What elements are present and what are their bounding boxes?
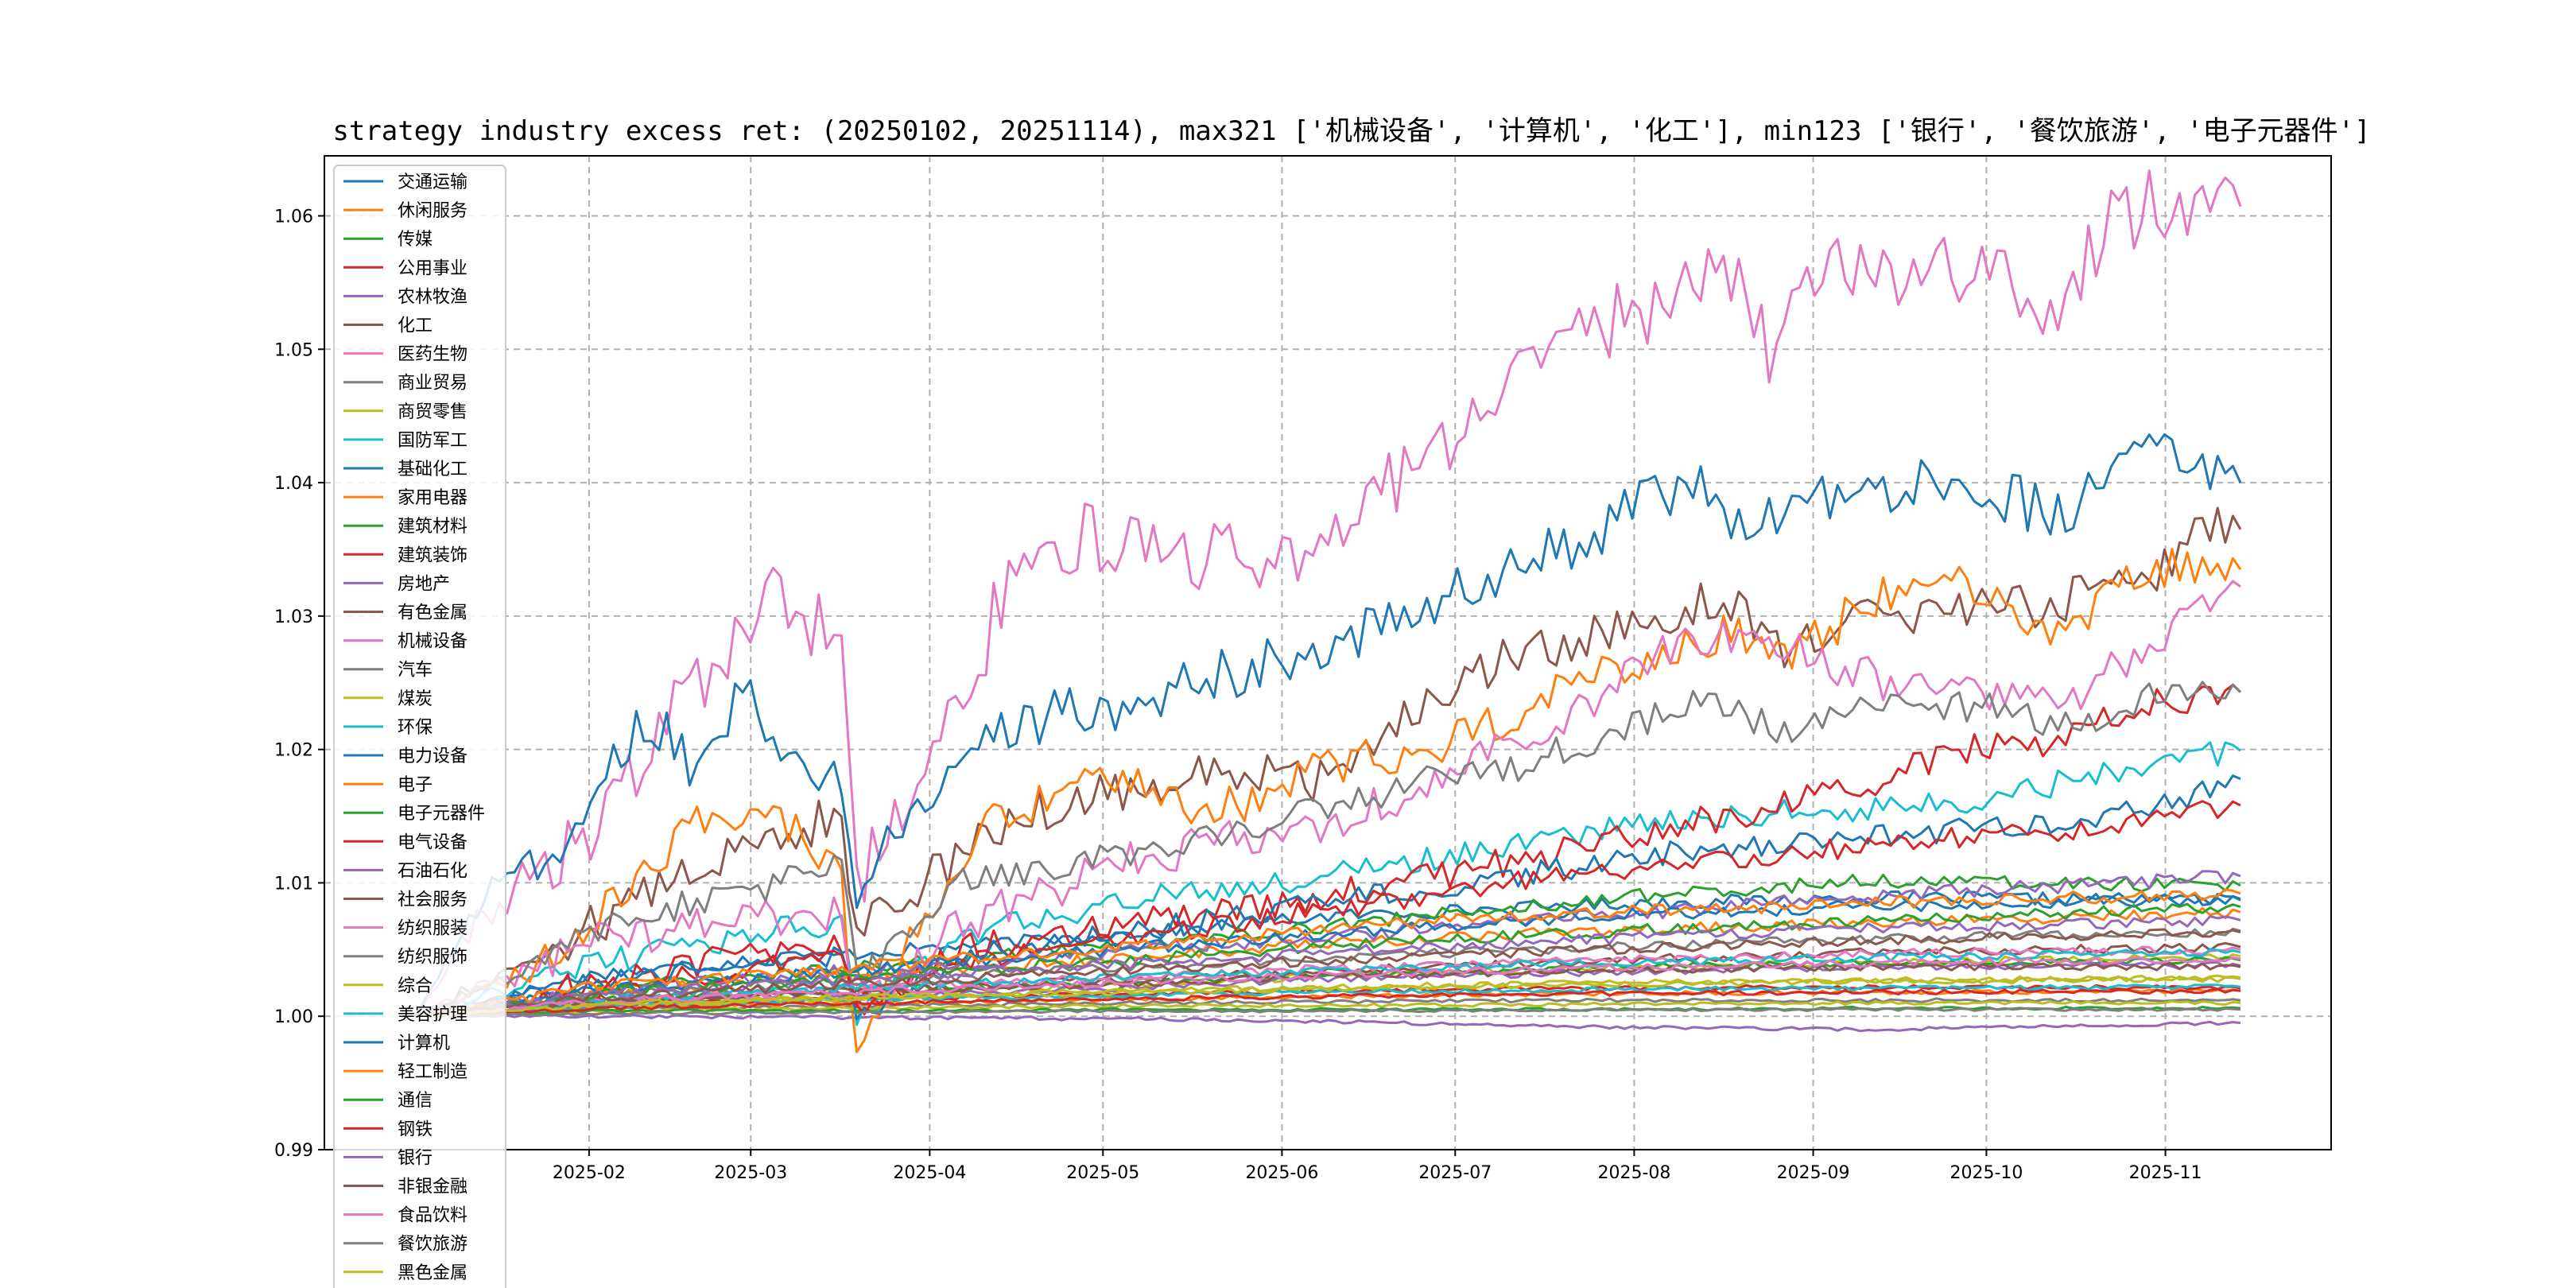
x-tick-label: 2025-10 — [1949, 1163, 2023, 1183]
series-line — [415, 987, 2241, 1018]
legend-label: 家用电器 — [398, 488, 467, 508]
legend-label: 黑色金属 — [398, 1263, 467, 1283]
y-tick-label: 1.04 — [274, 474, 313, 494]
plot-frame — [324, 155, 2332, 1150]
legend-label: 有色金属 — [398, 603, 467, 623]
series-line — [416, 1014, 2241, 1033]
legend-label: 轻工制造 — [398, 1062, 467, 1082]
legend-label: 房地产 — [398, 574, 450, 594]
series-line — [415, 684, 2242, 1018]
series-line — [415, 902, 2241, 1018]
y-tick-label: 1.03 — [274, 607, 313, 627]
legend-label: 计算机 — [398, 1034, 450, 1053]
y-tick-label: 1.00 — [274, 1007, 313, 1027]
legend-label: 医药生物 — [398, 345, 467, 365]
y-tick-label: 1.02 — [274, 741, 313, 761]
series-lines — [414, 169, 2242, 1053]
legend-label: 美容护理 — [398, 1005, 467, 1025]
legend-label: 传媒 — [398, 230, 433, 250]
series-line — [415, 741, 2241, 1026]
legend-label: 非银金融 — [398, 1177, 467, 1197]
legend-label: 银行 — [398, 1148, 433, 1168]
series-line — [415, 548, 2242, 1053]
legend-label: 建筑装饰 — [398, 545, 467, 565]
legend-label: 化工 — [398, 316, 433, 336]
legend-label: 电气设备 — [398, 832, 467, 852]
legend-label: 煤炭 — [398, 689, 433, 709]
legend-box — [333, 165, 506, 1288]
y-tick-label: 1.01 — [274, 874, 313, 894]
series-line — [414, 169, 2242, 1018]
legend-label: 机械设备 — [398, 632, 467, 652]
series-line — [415, 888, 2241, 1018]
legend-label: 电子元器件 — [398, 804, 485, 824]
y-axis: 0.99 1.00 1.01 1.02 1.03 1.04 1.05 1.06 — [274, 208, 324, 1161]
legend-label: 商业贸易 — [398, 374, 467, 394]
x-tick-label: 2025-11 — [2129, 1163, 2202, 1183]
legend: 交通运输休闲服务传媒公用事业农林牧渔化工医药生物商业贸易商贸零售国防军工基础化工… — [333, 165, 506, 1288]
legend-label: 钢铁 — [398, 1119, 433, 1139]
x-tick-label: 2025-06 — [1245, 1163, 1318, 1183]
x-tick-label: 2025-08 — [1597, 1163, 1670, 1183]
series-line — [415, 975, 2241, 1018]
legend-label: 环保 — [398, 718, 433, 738]
legend-label: 电子 — [398, 775, 433, 795]
series-line — [415, 893, 2241, 1018]
legend-label: 餐饮旅游 — [398, 1235, 467, 1255]
series-line — [415, 928, 2241, 1018]
legend-label: 通信 — [398, 1091, 433, 1111]
legend-label: 纺织服装 — [398, 919, 467, 939]
series-line — [415, 1007, 2241, 1018]
series-line — [415, 506, 2242, 1018]
legend-label: 电力设备 — [398, 747, 467, 766]
series-line — [415, 774, 2241, 1021]
legend-label: 纺织服饰 — [398, 948, 467, 968]
x-tick-label: 2025-09 — [1777, 1163, 1850, 1183]
series-line — [415, 681, 2242, 1018]
legend-label: 国防军工 — [398, 431, 467, 451]
series-line — [415, 906, 2241, 1018]
legend-label: 综合 — [398, 976, 433, 996]
legend-label: 建筑材料 — [398, 517, 467, 537]
legend-label: 农林牧渔 — [398, 287, 467, 307]
legend-label: 汽车 — [398, 661, 433, 681]
legend-label: 石油石化 — [398, 861, 467, 881]
x-tick-label: 2025-05 — [1066, 1163, 1139, 1183]
legend-label: 交通运输 — [398, 173, 467, 192]
legend-label: 休闲服务 — [398, 201, 467, 221]
y-tick-label: 1.06 — [274, 208, 313, 227]
series-line — [415, 974, 2241, 1018]
legend-label: 社会服务 — [398, 890, 467, 910]
x-tick-label: 2025-07 — [1418, 1163, 1492, 1183]
x-axis: 2025-02 2025-03 2025-04 2025-05 2025-06 2025-… — [553, 1150, 2202, 1183]
x-tick-label: 2025-04 — [893, 1163, 966, 1183]
legend-label: 商贸零售 — [398, 402, 467, 422]
legend-label: 公用事业 — [398, 258, 467, 278]
x-tick-label: 2025-02 — [553, 1163, 626, 1183]
series-line — [415, 956, 2241, 1018]
series-line — [415, 580, 2241, 1018]
legend-label: 食品饮料 — [398, 1206, 467, 1226]
x-tick-label: 2025-03 — [714, 1163, 787, 1183]
series-line — [414, 433, 2242, 1017]
y-tick-label: 1.05 — [274, 340, 313, 360]
legend-label: 基础化工 — [398, 460, 467, 479]
y-tick-label: 0.99 — [274, 1141, 313, 1161]
series-line — [415, 800, 2241, 1018]
chart-title: strategy industry excess ret: (20250102,… — [332, 115, 2370, 147]
